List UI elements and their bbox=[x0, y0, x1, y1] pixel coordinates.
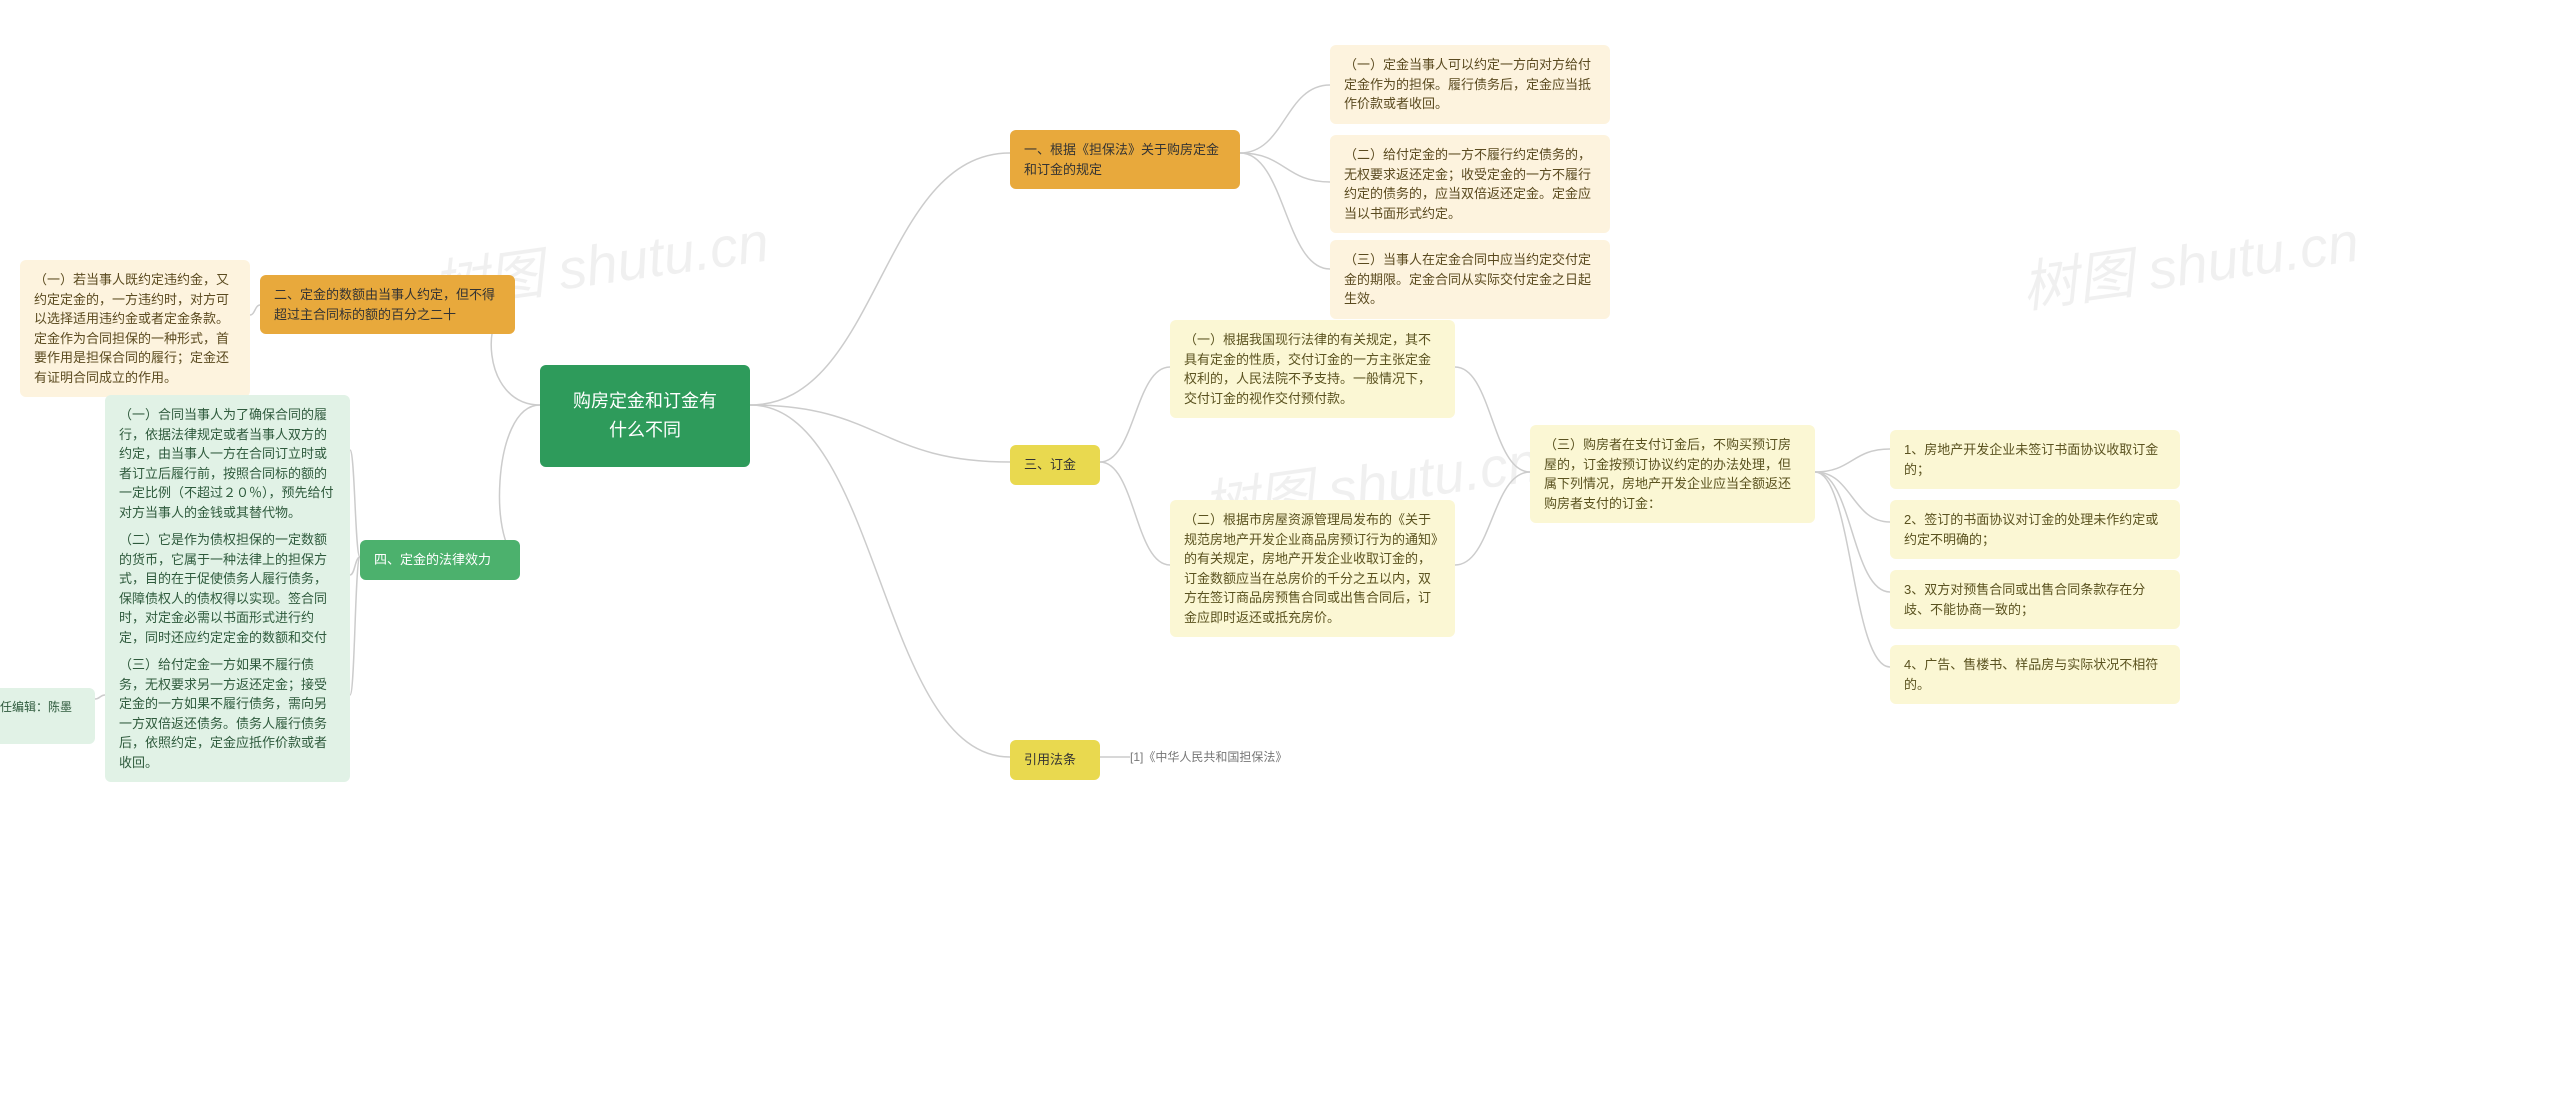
branch-three-leaf: 1、房地产开发企业未签订书面协议收取订金的； bbox=[1890, 430, 2180, 489]
branch-three-leaf: 4、广告、售楼书、样品房与实际状况不相符的。 bbox=[1890, 645, 2180, 704]
branch-four-child: （一）合同当事人为了确保合同的履行，依据法律规定或者当事人双方的约定，由当事人一… bbox=[105, 395, 350, 532]
branch-ref: 引用法条 bbox=[1010, 740, 1100, 780]
branch-three-grandchild: （三）购房者在支付订金后，不购买预订房屋的，订金按预订协议约定的办法处理，但属下… bbox=[1530, 425, 1815, 523]
branch-four: 四、定金的法律效力 bbox=[360, 540, 520, 580]
branch-one-child: （二）给付定金的一方不履行约定债务的，无权要求返还定金；收受定金的一方不履行约定… bbox=[1330, 135, 1610, 233]
branch-three: 三、订金 bbox=[1010, 445, 1100, 485]
branch-four-child: （三）给付定金一方如果不履行债务，无权要求另一方返还定金；接受定金的一方如果不履… bbox=[105, 645, 350, 782]
branch-two-child: （一）若当事人既约定违约金，又约定定金的，一方违约时，对方可以选择适用违约金或者… bbox=[20, 260, 250, 397]
branch-ref-leaf: [1]《中华人民共和国担保法》 bbox=[1130, 748, 1287, 765]
branch-one: 一、根据《担保法》关于购房定金和订金的规定 bbox=[1010, 130, 1240, 189]
branch-three-child: （二）根据市房屋资源管理局发布的《关于规范房地产开发企业商品房预订行为的通知》的… bbox=[1170, 500, 1455, 637]
watermark: 树图 shutu.cn bbox=[2016, 197, 2363, 324]
branch-three-leaf: 2、签订的书面协议对订金的处理未作约定或约定不明确的； bbox=[1890, 500, 2180, 559]
branch-one-child: （三）当事人在定金合同中应当约定交付定金的期限。定金合同从实际交付定金之日起生效… bbox=[1330, 240, 1610, 319]
root-node: 购房定金和订金有什么不同 bbox=[540, 365, 750, 467]
branch-one-child: （一）定金当事人可以约定一方向对方给付定金作为的担保。履行债务后，定金应当抵作价… bbox=[1330, 45, 1610, 124]
branch-two: 二、定金的数额由当事人约定，但不得超过主合同标的额的百分之二十 bbox=[260, 275, 515, 334]
branch-three-child: （一）根据我国现行法律的有关规定，其不具有定金的性质，交付订金的一方主张定金权利… bbox=[1170, 320, 1455, 418]
branch-three-leaf: 3、双方对预售合同或出售合同条款存在分歧、不能协商一致的； bbox=[1890, 570, 2180, 629]
branch-four-leaf: (责任编辑：陈墨宸) bbox=[0, 688, 95, 744]
